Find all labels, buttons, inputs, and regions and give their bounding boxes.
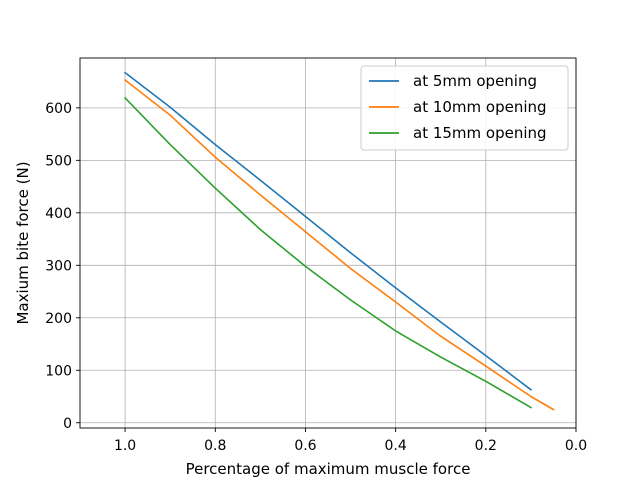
plot-frame (79, 57, 577, 429)
y-tick-label: 600 (45, 101, 72, 117)
y-tick-label: 300 (45, 258, 72, 274)
grid (80, 58, 577, 428)
y-tick-label: 500 (45, 153, 72, 169)
y-axis-label: Maxium bite force (N) (14, 161, 32, 324)
series-line-2 (123, 78, 555, 411)
x-tick-label: 0.2 (475, 438, 497, 454)
x-tick-label: 1.0 (114, 438, 136, 454)
legend-label: at 15mm opening (413, 124, 547, 142)
legend-label: at 10mm opening (413, 98, 547, 116)
series-lines (123, 71, 555, 411)
y-tick-label: 100 (45, 363, 72, 379)
x-tick-label: 0.8 (204, 438, 226, 454)
legend-label: at 5mm opening (413, 72, 537, 90)
x-axis-label: Percentage of maximum muscle force (186, 460, 471, 478)
y-tick-label: 400 (45, 206, 72, 222)
x-tick-label: 0.4 (385, 438, 407, 454)
x-axis-ticks: 1.0 0.8 0.6 0.4 0.2 0.0 (114, 428, 587, 454)
series-line-3 (123, 96, 532, 409)
series-line-1 (123, 71, 533, 391)
y-axis-ticks: 0 100 200 300 400 500 600 (45, 101, 80, 432)
y-tick-label: 200 (45, 311, 72, 327)
x-tick-label: 0.0 (565, 438, 587, 454)
y-tick-label: 0 (63, 416, 72, 432)
x-tick-label: 0.6 (294, 438, 316, 454)
legend-box (360, 65, 569, 151)
legend: at 5mm opening at 10mm opening at 15mm ope… (360, 65, 569, 151)
